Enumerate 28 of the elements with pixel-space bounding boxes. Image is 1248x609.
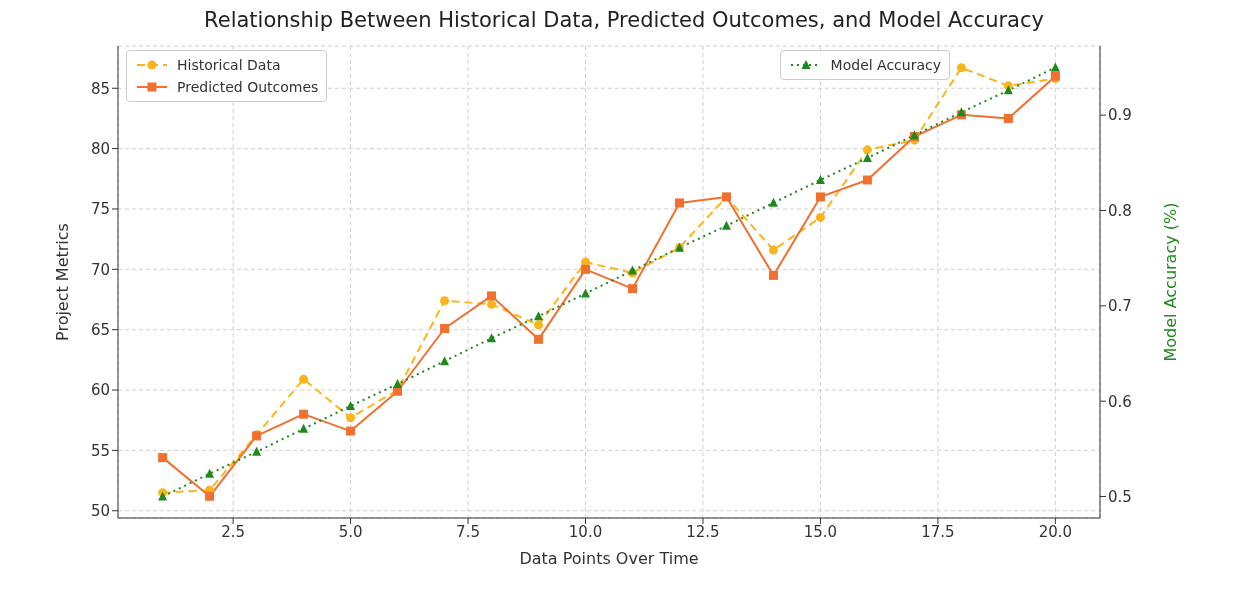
y-tick-label: 80 bbox=[90, 139, 110, 158]
x-tick-label: 20.0 bbox=[1038, 522, 1073, 541]
x-tick-label: 17.5 bbox=[921, 522, 955, 541]
y2-tick-label: 0.8 bbox=[1108, 201, 1132, 220]
chart-title: Relationship Between Historical Data, Predicted Outcomes, and Model Accuracy bbox=[203, 8, 1045, 34]
y-tick-label: 70 bbox=[90, 260, 110, 279]
x-tick-label: 15.0 bbox=[803, 522, 838, 541]
y2-tick-label: 0.6 bbox=[1108, 392, 1132, 411]
legend-label: Model Accuracy bbox=[830, 57, 941, 73]
x-tick-label: 5.0 bbox=[338, 522, 363, 541]
y-tick-label: 55 bbox=[90, 441, 110, 460]
y-tick-label: 60 bbox=[90, 381, 110, 400]
y-tick-label: 85 bbox=[90, 79, 110, 98]
y2-tick-label: 0.9 bbox=[1108, 106, 1132, 125]
x-tick-label: 10.0 bbox=[568, 522, 603, 541]
x-tick-label: 2.5 bbox=[221, 522, 246, 541]
y-axis-title: Project Metrics bbox=[52, 223, 72, 341]
legend-label: Historical Data bbox=[177, 57, 281, 73]
x-axis-title: Data Points Over Time bbox=[519, 549, 699, 568]
y2-tick-label: 0.5 bbox=[1108, 487, 1132, 506]
y-tick-label: 50 bbox=[90, 502, 110, 521]
x-tick-label: 12.5 bbox=[686, 522, 720, 541]
legend-label: Predicted Outcomes bbox=[177, 79, 319, 95]
y-tick-label: 75 bbox=[90, 200, 110, 219]
y-tick-label: 65 bbox=[90, 321, 110, 340]
y2-axis-title: Model Accuracy (%) bbox=[1160, 202, 1180, 362]
y2-tick-label: 0.7 bbox=[1108, 297, 1132, 316]
x-tick-label: 7.5 bbox=[456, 522, 480, 541]
